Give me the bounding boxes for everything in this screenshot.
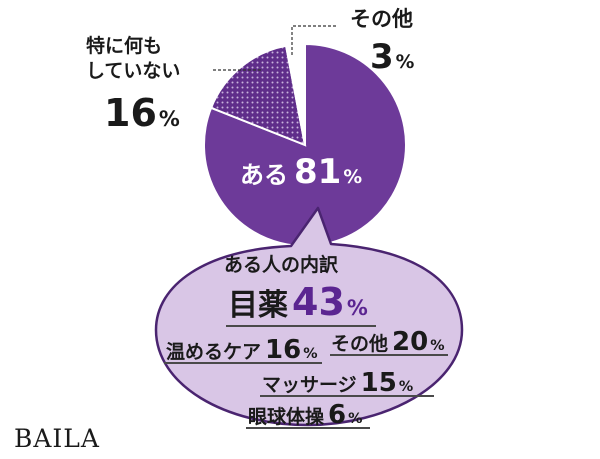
breakdown-item-label: マッサージ <box>262 374 357 396</box>
percent-sign: % <box>398 379 414 395</box>
breakdown-item-number: 43 <box>292 280 345 324</box>
breakdown-item-label: 目薬 <box>228 288 288 323</box>
breakdown-item-number: 6 <box>328 400 347 430</box>
percent-sign: % <box>346 296 368 320</box>
breakdown-title: ある人の内訳 <box>224 254 339 276</box>
breakdown-item-value: 16% <box>265 335 318 365</box>
breakdown-item-other: その他 20% <box>331 329 445 355</box>
slice-value-other-number: 3 <box>370 37 394 77</box>
slice-value-other: 3% <box>370 40 414 74</box>
breakdown-item-warming-care: 温めるケア 16% <box>166 337 318 363</box>
slice-value-nothing-number: 16 <box>104 91 157 135</box>
breakdown-item-massage: マッサージ 15% <box>262 370 413 396</box>
percent-sign: % <box>395 52 415 73</box>
breakdown-item-eyedrops: 目薬 43% <box>228 283 368 321</box>
percent-sign: % <box>303 346 318 362</box>
underline-other <box>330 354 448 356</box>
underline-massage <box>260 395 434 397</box>
slice-label-have: ある 81% <box>240 155 362 189</box>
breakdown-item-value: 43% <box>292 280 368 324</box>
bubble-shape <box>154 206 464 427</box>
slice-label-nothing-line1: 特に何も <box>86 35 163 57</box>
slice-label-have-name: ある <box>240 161 288 189</box>
breakdown-item-number: 15 <box>360 368 397 398</box>
pie-chart <box>203 42 407 247</box>
slice-label-nothing-line2: していない <box>86 60 181 82</box>
percent-sign: % <box>348 411 363 427</box>
pie-slice-other <box>284 42 306 146</box>
slice-label-other: その他 <box>350 7 413 31</box>
underline-eyedrops <box>226 325 376 327</box>
breakdown-item-value: 6% <box>328 400 362 430</box>
breakdown-item-value: 20% <box>392 327 445 357</box>
percent-sign: % <box>430 338 445 354</box>
underline-eye-exercise <box>246 427 370 429</box>
breakdown-item-number: 16 <box>265 335 302 365</box>
breakdown-item-label: 温めるケア <box>166 341 262 363</box>
slice-value-nothing: 16% <box>104 94 180 132</box>
breakdown-item-label: 眼球体操 <box>248 406 325 428</box>
brand-logo: BAILA <box>14 424 100 453</box>
breakdown-bubble <box>154 206 464 427</box>
breakdown-item-value: 15% <box>361 368 414 398</box>
percent-sign: % <box>343 167 363 188</box>
slice-value-have-number: 81 <box>294 152 342 192</box>
breakdown-item-label: その他 <box>331 333 389 355</box>
pie-slice-nothing <box>209 44 307 147</box>
percent-sign: % <box>158 107 180 131</box>
breakdown-item-number: 20 <box>392 327 429 357</box>
breakdown-item-eye-exercise: 眼球体操 6% <box>248 402 362 428</box>
leader-lines <box>213 25 338 71</box>
underline-warming-care <box>164 362 322 364</box>
